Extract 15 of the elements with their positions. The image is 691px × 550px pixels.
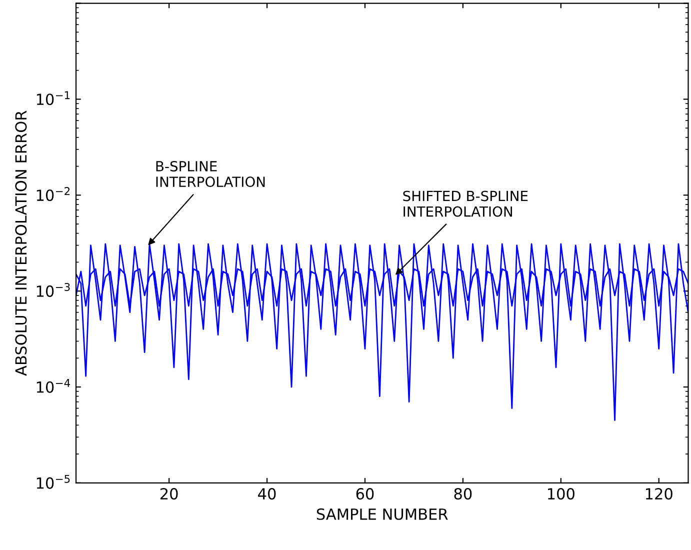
y-axis-title: ABSOLUTE INTERPOLATION ERROR xyxy=(15,110,27,376)
x-tick-label: 120 xyxy=(646,488,672,500)
x-tick-label: 80 xyxy=(454,488,472,500)
y-tick-label: 10$^{−2}$ xyxy=(36,187,70,202)
y-tick-label: 10$^{−4}$ xyxy=(36,379,70,393)
y-tick-label: 10$^{−5}$ xyxy=(36,474,70,489)
x-tick-label: 20 xyxy=(160,488,178,500)
x-tick-label: 100 xyxy=(548,488,574,500)
annotation: B-SPLINE INTERPOLATION xyxy=(156,160,265,188)
x-tick-label: 60 xyxy=(356,488,374,500)
x-tick-label: 40 xyxy=(258,488,276,500)
y-tick-label: 10$^{−1}$ xyxy=(36,91,70,106)
y-tick-label: 10$^{−3}$ xyxy=(36,282,70,297)
x-axis-title: SAMPLE NUMBER xyxy=(316,508,448,520)
annotation: SHIFTED B-SPLINE INTERPOLATION xyxy=(403,190,528,217)
